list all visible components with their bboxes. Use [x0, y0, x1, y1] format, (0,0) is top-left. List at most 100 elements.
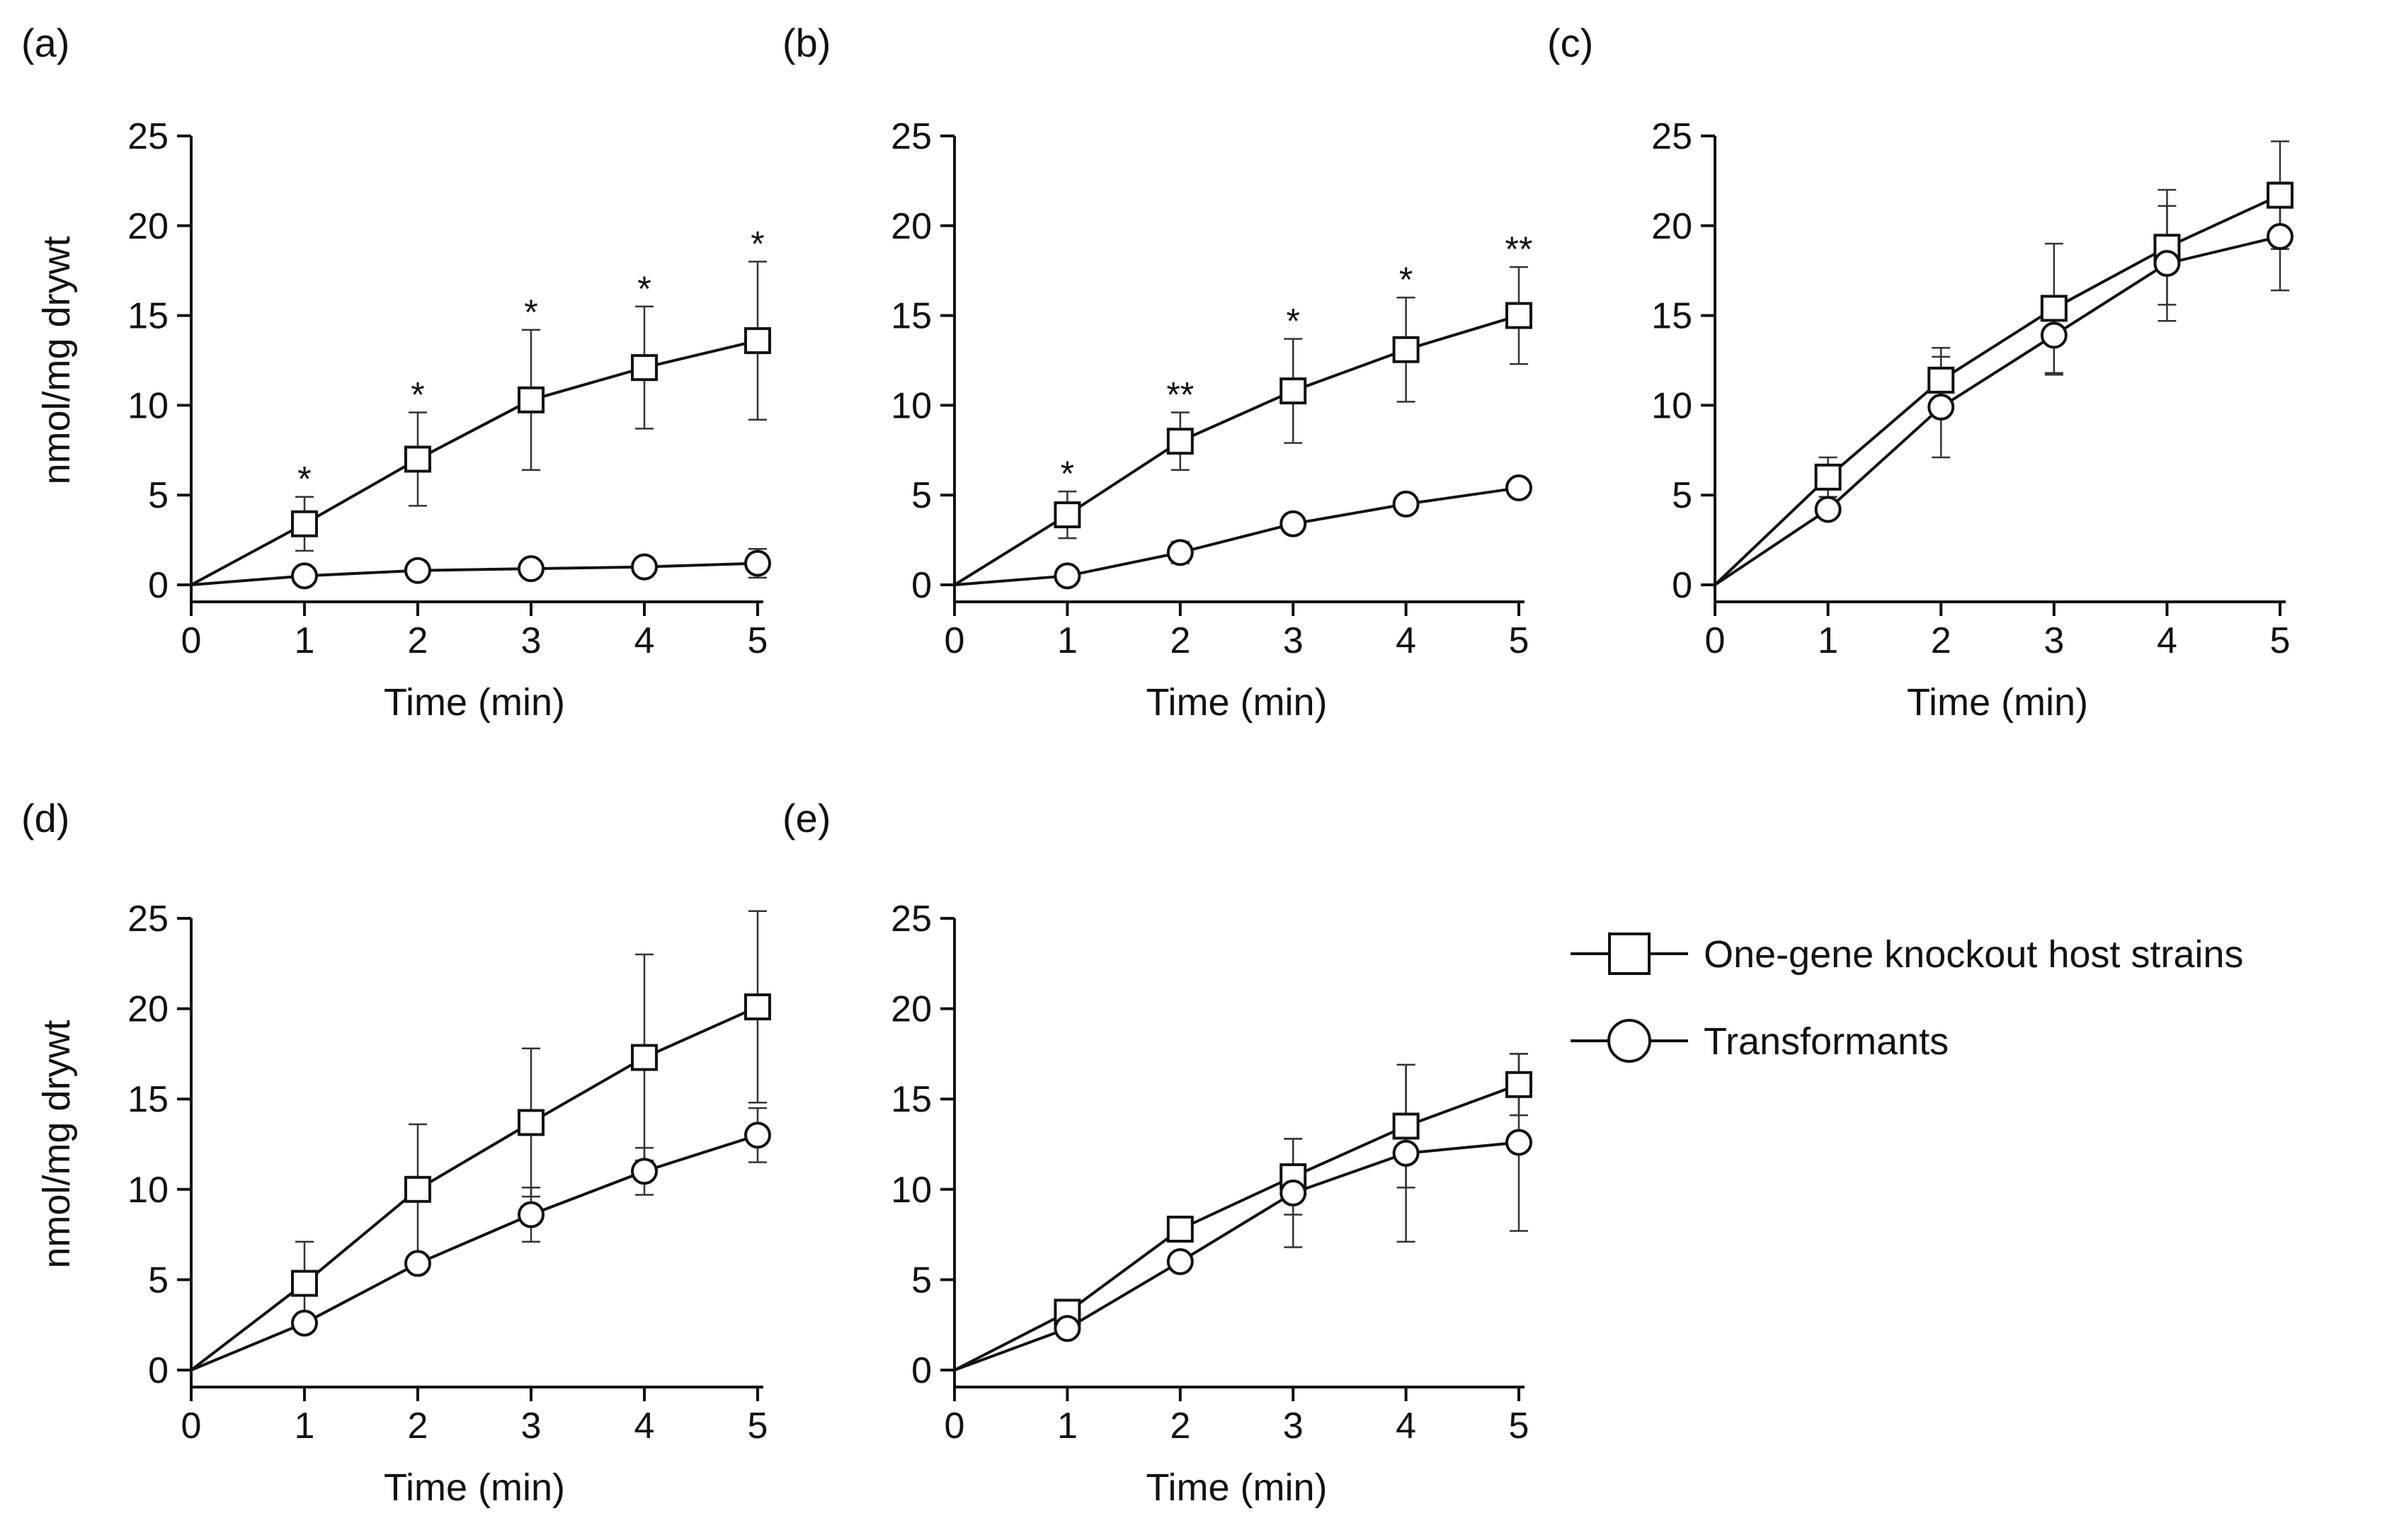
- y-tick-label: 20: [127, 206, 169, 247]
- y-tick-label: 0: [911, 1350, 932, 1391]
- square-marker: [1054, 501, 1081, 529]
- y-tick-label: 5: [148, 475, 169, 516]
- y-tick-label: 25: [1651, 116, 1692, 157]
- y-tick-label: 0: [148, 1350, 169, 1391]
- series-line-knockout: [954, 1083, 1520, 1371]
- square-marker: [1505, 1071, 1532, 1098]
- circle-marker: [518, 555, 545, 583]
- circle-marker: [1392, 1139, 1420, 1167]
- y-tick-label: 10: [891, 1170, 932, 1211]
- x-tick-label: 2: [408, 620, 428, 661]
- circle-marker: [1280, 1179, 1307, 1207]
- x-tick-label: 4: [2157, 620, 2177, 661]
- square-marker: [518, 1109, 545, 1136]
- x-tick-label: 5: [1509, 620, 1529, 661]
- panel-label: (e): [782, 796, 831, 840]
- significance-marker: *: [524, 292, 537, 332]
- circle-marker: [404, 1250, 431, 1277]
- significance-marker: *: [1061, 454, 1074, 494]
- square-marker: [1280, 377, 1307, 405]
- series-line-knockout: [1714, 193, 2281, 586]
- y-tick-label: 20: [127, 989, 169, 1030]
- significance-marker: **: [1505, 229, 1533, 269]
- circle-marker: [404, 557, 431, 584]
- y-tick-label: 10: [1651, 385, 1692, 426]
- y-axis-label: nmol/mg drywt: [35, 1020, 78, 1268]
- y-tick-label: 0: [1672, 565, 1692, 606]
- y-tick-label: 10: [891, 385, 932, 426]
- y-tick-label: 15: [127, 1079, 169, 1120]
- square-marker: [2267, 181, 2293, 209]
- x-tick-label: 3: [1283, 620, 1304, 661]
- series-line-transformants: [954, 1141, 1520, 1371]
- legend-circle-marker: [1607, 1019, 1651, 1063]
- square-marker: [744, 993, 771, 1021]
- x-tick-label: 4: [1396, 1405, 1416, 1447]
- legend-label: One-gene knockout host strains: [1704, 933, 2243, 976]
- panel-label: (a): [21, 21, 69, 65]
- x-axis-label: Time (min): [384, 1466, 565, 1509]
- x-tick-label: 3: [521, 1405, 542, 1447]
- x-tick-label: 3: [1283, 1405, 1304, 1447]
- series-line-transformants: [954, 486, 1520, 586]
- x-axis-label: Time (min): [384, 681, 565, 724]
- legend-square-marker: [1608, 932, 1651, 975]
- significance-marker: *: [1286, 302, 1299, 341]
- x-tick-label: 2: [1170, 1405, 1190, 1447]
- x-tick-label: 3: [2044, 620, 2064, 661]
- y-tick-label: 25: [891, 116, 932, 157]
- square-marker: [2040, 295, 2068, 322]
- x-tick-label: 0: [181, 620, 202, 661]
- circle-marker: [1054, 1315, 1081, 1342]
- square-marker: [404, 1175, 431, 1203]
- series-line-knockout: [190, 1005, 758, 1371]
- circle-marker: [1392, 490, 1420, 518]
- x-tick-label: 1: [1057, 1405, 1078, 1447]
- circle-marker: [1505, 474, 1532, 502]
- x-tick-label: 1: [1818, 620, 1838, 661]
- legend: One-gene knockout host strains Transforma…: [1571, 932, 2243, 1063]
- circle-marker: [631, 553, 658, 581]
- circle-marker: [1505, 1129, 1532, 1156]
- chart-panel-e: (e) 0 5 10 15 20 25 0 1 2 3 4 5 Time (min): [782, 796, 1532, 1509]
- square-marker: [1927, 366, 1955, 394]
- x-tick-label: 0: [945, 620, 965, 661]
- y-tick-label: 20: [891, 989, 932, 1030]
- circle-marker: [1814, 496, 1842, 523]
- x-tick-label: 0: [945, 1405, 965, 1447]
- square-marker: [631, 1044, 658, 1071]
- circle-marker: [631, 1158, 658, 1185]
- x-tick-label: 1: [1057, 620, 1078, 661]
- circle-marker: [744, 549, 771, 577]
- square-marker: [1166, 428, 1194, 455]
- y-tick-label: 0: [148, 565, 169, 606]
- x-tick-label: 4: [634, 620, 655, 661]
- y-tick-label: 25: [127, 899, 169, 940]
- series-line-knockout: [190, 339, 758, 586]
- y-tick-label: 20: [891, 206, 932, 247]
- chart-panel-a: (a) 0 5 10 15 20 25 0 1 2 3 4 5 Time (min) nmol/mg dry…: [21, 21, 771, 724]
- panel-label: (c): [1547, 21, 1593, 65]
- chart-panel-c: (c) 0 5 10 15 20 25 0 1 2 3 4 5 Time (min): [1547, 21, 2293, 724]
- square-marker: [1392, 336, 1420, 363]
- y-tick-label: 25: [891, 899, 932, 940]
- x-axis-label: Time (min): [1146, 681, 1328, 724]
- chart-panel-d: (d) 0 5 10 15 20 25 0 1 2 3 4 5 Time (min) nmol/mg dry…: [21, 796, 771, 1509]
- x-tick-label: 4: [1396, 620, 1416, 661]
- circle-marker: [1166, 539, 1194, 566]
- x-tick-label: 3: [521, 620, 542, 661]
- circle-marker: [518, 1201, 545, 1228]
- x-tick-label: 2: [1931, 620, 1951, 661]
- legend-label: Transformants: [1704, 1020, 1949, 1063]
- x-tick-label: 5: [748, 620, 768, 661]
- x-tick-label: 1: [295, 1405, 315, 1447]
- x-tick-label: 0: [1705, 620, 1726, 661]
- circle-marker: [1927, 393, 1955, 421]
- x-tick-label: 5: [2270, 620, 2291, 661]
- y-tick-label: 10: [127, 385, 169, 426]
- circle-marker: [291, 562, 318, 590]
- square-marker: [1166, 1215, 1194, 1243]
- series-line-transformants: [190, 561, 758, 586]
